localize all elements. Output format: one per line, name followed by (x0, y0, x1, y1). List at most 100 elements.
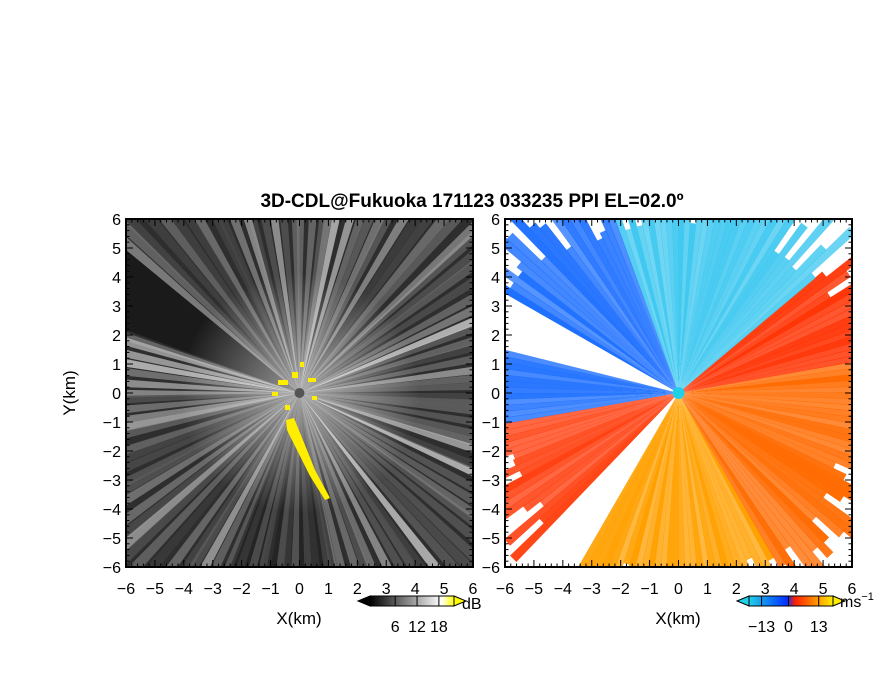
intensity-x-axis-label: X(km) (276, 609, 321, 628)
velocity-ray (635, 393, 679, 567)
intensity-colorbar-tick-label: 18 (430, 619, 448, 636)
velocity-ray (678, 393, 817, 522)
velocity-x-tick-label: −6 (496, 581, 514, 598)
intensity-y-tick-label: −2 (103, 444, 121, 461)
velocity-ray (678, 223, 697, 393)
velocity-ray (678, 393, 828, 499)
intensity-ray (291, 219, 300, 393)
velocity-ray (678, 219, 703, 393)
velocity-colorbar-ticks: −13 0 13 (748, 596, 828, 636)
velocity-colorbar-right-arrow (832, 595, 847, 607)
velocity-ray (678, 393, 852, 457)
intensity-x-tick-label: −3 (204, 581, 222, 598)
intensity-ray (299, 382, 473, 393)
velocity-y-tick-labels: 6 5 4 3 2 1 0 −1 −2 −3 −4 −5 −6 (482, 212, 500, 577)
velocity-ray (678, 292, 831, 393)
velocity-ray (678, 393, 852, 430)
intensity-x-tick-label: 3 (382, 581, 391, 598)
velocity-ray (660, 393, 679, 567)
velocity-ray (505, 362, 679, 393)
velocity-ray (678, 393, 852, 412)
velocity-ray (678, 272, 816, 393)
velocity-ray (566, 246, 679, 393)
intensity-y-tick-label: 4 (112, 270, 121, 287)
velocity-ray (678, 393, 847, 481)
velocity-ray (678, 271, 827, 393)
velocity-colorbar-tick-label: 13 (810, 619, 828, 636)
velocity-ray (512, 393, 679, 460)
velocity-ray (678, 393, 834, 559)
velocity-y-tick-label: 1 (491, 357, 500, 374)
velocity-x-tick-label: 2 (732, 581, 741, 598)
velocity-ray (539, 393, 679, 507)
velocity-ray (678, 219, 756, 393)
intensity-axis-ticks (125, 218, 474, 568)
velocity-ray (678, 250, 780, 393)
velocity-ray (529, 222, 679, 393)
velocity-ray (505, 393, 679, 546)
velocity-ray (678, 393, 852, 529)
velocity-colorbar-tick-label: −13 (748, 619, 775, 636)
intensity-x-tick-labels: −6 −5 −4 −3 −2 −1 0 1 2 3 4 5 6 (117, 581, 478, 598)
velocity-y-tick-label: −6 (482, 560, 500, 577)
velocity-ray (540, 255, 679, 393)
velocity-ray (678, 219, 772, 393)
intensity-y-tick-label: −3 (103, 473, 121, 490)
velocity-ray (678, 393, 837, 469)
intensity-colorbar-bar (369, 595, 455, 607)
velocity-y-tick-label: 4 (491, 270, 500, 287)
velocity-y-tick-label: 5 (491, 241, 500, 258)
velocity-ray (608, 393, 679, 567)
intensity-x-tick-label: 6 (469, 581, 478, 598)
velocity-colorbar-unit-base: ms (840, 594, 861, 611)
velocity-ray (678, 393, 819, 553)
velocity-y-tick-label: 0 (491, 386, 500, 403)
velocity-ray (505, 266, 679, 393)
velocity-ray (678, 244, 827, 393)
velocity-x-tick-label: −2 (612, 581, 630, 598)
velocity-y-tick-label: −3 (482, 473, 500, 490)
velocity-ray (678, 393, 852, 539)
intensity-colorbar-unit: dB (462, 596, 482, 613)
intensity-x-tick-label: 1 (324, 581, 333, 598)
chart-title: 3D-CDL@Fukuoka 171123 033235 PPI EL=02.0… (260, 191, 683, 212)
intensity-x-tick-label: 5 (440, 581, 449, 598)
velocity-x-tick-label: 5 (819, 581, 828, 598)
intensity-ray (211, 393, 300, 567)
velocity-ray (678, 393, 852, 418)
velocity-ray (512, 393, 679, 467)
intensity-y-tick-label: 2 (112, 328, 121, 345)
velocity-ray (678, 393, 852, 450)
velocity-x-tick-label: 4 (790, 581, 799, 598)
velocity-ray (678, 392, 852, 400)
velocity-ray (596, 237, 679, 393)
intensity-y-tick-label: 0 (112, 386, 121, 403)
velocity-ray (678, 393, 852, 443)
velocity-rays (505, 219, 852, 567)
velocity-ray (678, 219, 710, 393)
velocity-colorbar: −13 0 13 ms−1 (735, 591, 874, 636)
velocity-ray (506, 232, 679, 393)
intensity-x-tick-label: −2 (233, 581, 251, 598)
velocity-ray (678, 270, 851, 393)
velocity-ray (505, 386, 679, 394)
intensity-ray (299, 374, 473, 393)
velocity-ray (678, 219, 836, 393)
velocity-ray (678, 266, 797, 393)
velocity-ray (505, 356, 679, 393)
intensity-ray (299, 336, 473, 393)
velocity-ray (678, 393, 852, 502)
velocity-ray (678, 393, 852, 464)
intensity-colorbar-right-arrow (453, 595, 468, 607)
intensity-ray (299, 305, 473, 393)
velocity-ray (672, 393, 680, 567)
velocity-ray (678, 393, 753, 561)
intensity-y-tick-label: 6 (112, 212, 121, 229)
velocity-ray (539, 393, 679, 524)
velocity-ray (505, 380, 679, 393)
velocity-y-tick-label: 3 (491, 299, 500, 316)
velocity-ray (678, 393, 775, 562)
velocity-ray (516, 261, 679, 393)
velocity-ray (678, 219, 779, 393)
